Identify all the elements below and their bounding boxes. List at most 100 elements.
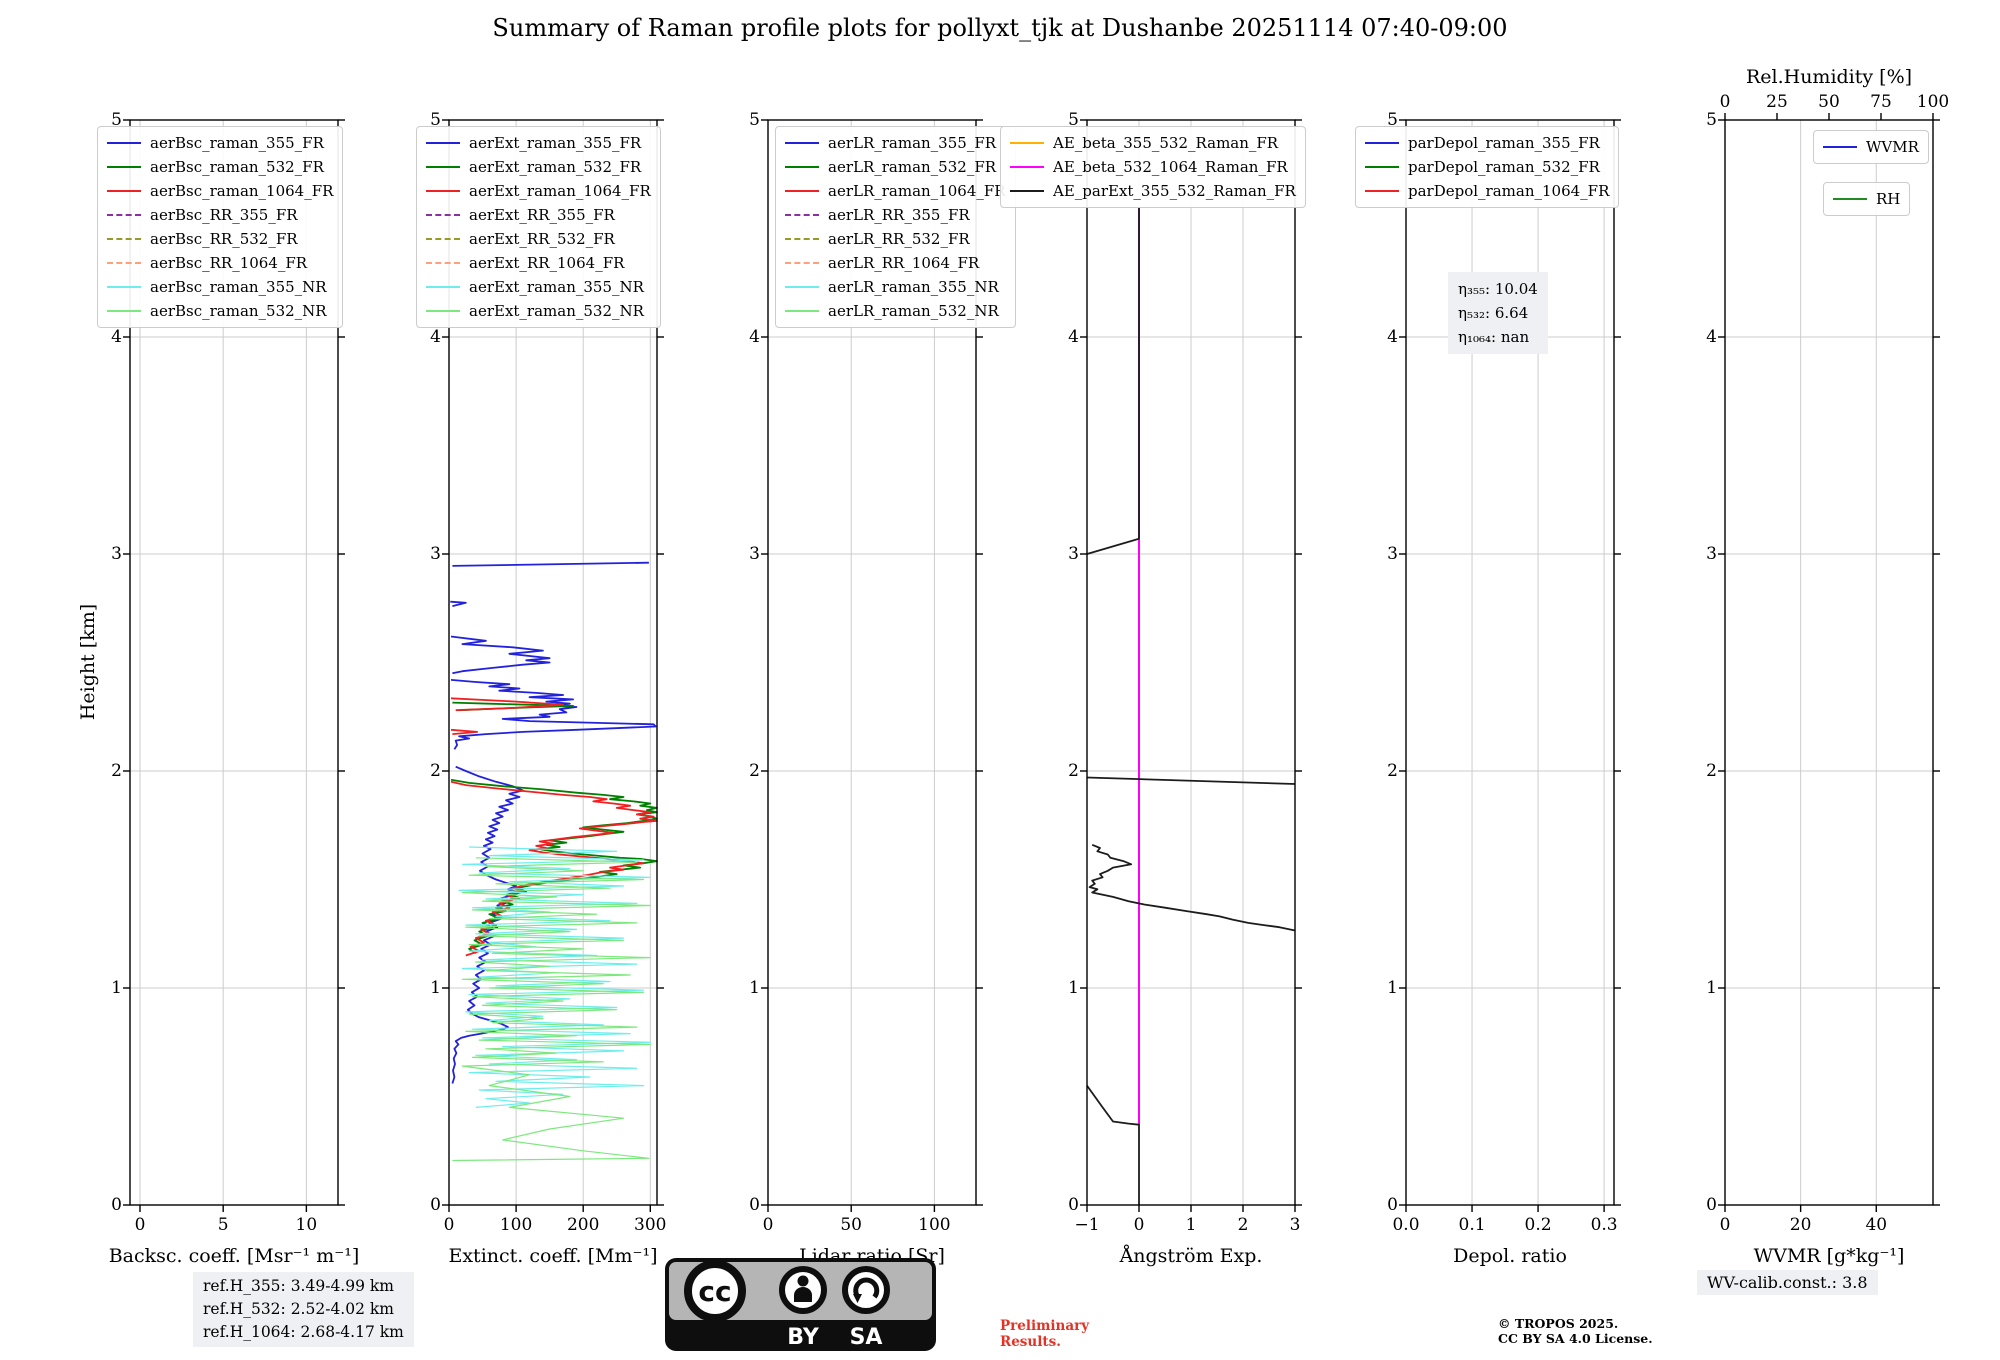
legend-item-label: aerBsc_raman_532_FR: [150, 158, 324, 176]
legend-item-label: aerBsc_RR_1064_FR: [150, 254, 308, 272]
x-tick-label: 3: [1289, 1215, 1301, 1235]
x-tick-label: 0.1: [1458, 1215, 1486, 1235]
legend-item: aerLR_RR_532_FR: [785, 227, 1006, 251]
legend-line-sample-icon: [426, 214, 460, 216]
tropos-credit: © TROPOS 2025. CC BY SA 4.0 License.: [1498, 1316, 1653, 1346]
x-tick-label: 0: [134, 1215, 146, 1235]
legend-item-label: parDepol_raman_532_FR: [1408, 158, 1600, 176]
y-tick-label: 5: [749, 110, 760, 130]
y-tick-label: 1: [430, 978, 441, 998]
y-tick-label: 0: [1706, 1195, 1717, 1215]
legend-item-label: aerExt_raman_532_NR: [469, 302, 644, 320]
legend-item-label: aerLR_RR_1064_FR: [828, 254, 980, 272]
legend-item: aerLR_RR_355_FR: [785, 203, 1006, 227]
series-aerExt_raman_1064_FR: [450, 697, 564, 712]
panel-wvmr-plot-area: [1718, 113, 1940, 1212]
series-aerExt_raman_355_FR: [450, 600, 467, 607]
series-AE_parExt_355_532_Raman_FR: [1086, 1085, 1140, 1205]
legend-line-sample-icon: [426, 166, 460, 168]
preliminary-results-note: Preliminary Results.: [1000, 1318, 1089, 1350]
x-axis-label: WVMR [g*kg⁻¹]: [1753, 1245, 1905, 1267]
legend-item: aerLR_raman_355_FR: [785, 131, 1006, 155]
legend-item-label: aerLR_raman_532_NR: [828, 302, 999, 320]
y-tick-label: 2: [430, 761, 441, 781]
legend-line-sample-icon: [107, 310, 141, 312]
x-axis-label: Extinct. coeff. [Mm⁻¹]: [448, 1245, 658, 1267]
legend: aerBsc_raman_355_FR aerBsc_raman_532_FR ae…: [97, 126, 344, 328]
y-tick-label: 1: [1387, 978, 1398, 998]
cc-by-sa-badge: cc BY SA: [665, 1258, 936, 1351]
legend-item-label: AE_beta_532_1064_Raman_FR: [1053, 158, 1288, 176]
series-aerExt_raman_355_FR: [450, 635, 551, 675]
legend-item: aerLR_raman_532_FR: [785, 155, 1006, 179]
legend-line-sample-icon: [785, 238, 819, 240]
y-tick-label: 5: [430, 110, 441, 130]
legend-item: aerLR_raman_532_NR: [785, 299, 1006, 323]
legend-item-label: aerBsc_raman_355_NR: [150, 278, 327, 296]
share-alike-arrow: [853, 1277, 880, 1299]
sa-label: SA: [850, 1325, 883, 1350]
x-tick-label: 5: [217, 1215, 229, 1235]
x-tick-label: 0.2: [1524, 1215, 1552, 1235]
legend: parDepol_raman_355_FR parDepol_raman_532_…: [1355, 126, 1620, 208]
legend-line-sample-icon: [107, 190, 141, 192]
legend-item: aerExt_RR_355_FR: [426, 203, 651, 227]
legend-item: aerBsc_raman_532_NR: [107, 299, 333, 323]
legend-item-label: aerBsc_raman_532_NR: [150, 302, 327, 320]
series-AE_parExt_355_532_Raman_FR: [1086, 776, 1296, 785]
tropos-line1: © TROPOS 2025.: [1498, 1316, 1619, 1331]
legend-item-label: aerBsc_RR_355_FR: [150, 206, 298, 224]
top-axis-tick-label: 100: [1916, 92, 1950, 112]
y-tick-label: 0: [1387, 1195, 1398, 1215]
legend-line-sample-icon: [785, 214, 819, 216]
legend-line-sample-icon: [785, 142, 819, 144]
series-aerExt_raman_355_FR: [450, 679, 657, 750]
y-tick-label: 1: [111, 978, 122, 998]
y-tick-label: 1: [1068, 978, 1079, 998]
eta-annotation-box: η₃₅₅: 10.04 η₅₃₂: 6.64 η₁₀₆₄: nan: [1448, 272, 1548, 354]
legend-item-label: aerLR_raman_532_FR: [828, 158, 997, 176]
legend-item-label: aerLR_RR_355_FR: [828, 206, 970, 224]
eta-355-value: η₃₅₅: 10.04: [1458, 280, 1538, 298]
y-tick-label: 3: [430, 544, 441, 564]
legend-item: AE_parExt_355_532_Raman_FR: [1010, 179, 1296, 203]
x-tick-label: 20: [1789, 1215, 1812, 1235]
figure-title: Summary of Raman profile plots for polly…: [492, 14, 1508, 42]
y-tick-label: 4: [1068, 327, 1079, 347]
legend-item: AE_beta_355_532_Raman_FR: [1010, 131, 1296, 155]
panel-depolarization: 0 1 2 3 4 5 0.0 0.1 0.2 0.3 Depol. ratio parDepol_r…: [1355, 110, 1621, 1267]
y-tick-label: 0: [430, 1195, 441, 1215]
x-axis-label: Backsc. coeff. [Msr⁻¹ m⁻¹]: [108, 1245, 360, 1267]
y-tick-label: 2: [1387, 761, 1398, 781]
y-tick-label: 1: [749, 978, 760, 998]
x-tick-label: 1: [1185, 1215, 1197, 1235]
legend-item: aerBsc_RR_355_FR: [107, 203, 333, 227]
legend-line-sample-icon: [1010, 190, 1044, 192]
legend-item: parDepol_raman_532_FR: [1365, 155, 1609, 179]
series-aerExt_raman_1064_FR: [450, 728, 479, 735]
ref-h-355: ref.H_355: 3.49-4.99 km: [203, 1277, 394, 1295]
panel-angstrom-exponent-plot-area: [1080, 119, 1302, 1212]
legend-item: AE_beta_532_1064_Raman_FR: [1010, 155, 1296, 179]
legend-item: aerExt_raman_355_NR: [426, 275, 651, 299]
legend-item: aerBsc_RR_532_FR: [107, 227, 333, 251]
legend-line-sample-icon: [107, 262, 141, 264]
eta-532-value: η₅₃₂: 6.64: [1458, 304, 1529, 322]
legend-item: aerBsc_raman_355_NR: [107, 275, 333, 299]
preliminary-line2: Results.: [1000, 1334, 1061, 1350]
legend-item-label: aerExt_raman_355_NR: [469, 278, 644, 296]
legend-item: aerExt_RR_532_FR: [426, 227, 651, 251]
legend-item-label: RH: [1876, 190, 1901, 208]
legend-item-label: aerBsc_raman_1064_FR: [150, 182, 334, 200]
legend-item: parDepol_raman_355_FR: [1365, 131, 1609, 155]
x-tick-label: 100: [499, 1215, 533, 1235]
x-tick-label: 0: [1719, 1215, 1731, 1235]
legend-line-sample-icon: [107, 166, 141, 168]
y-tick-label: 5: [1706, 110, 1717, 130]
y-tick-label: 5: [111, 110, 122, 130]
series-aerExt_raman_355_NR: [458, 846, 651, 1108]
wv-calibration-box: WV-calib.const.: 3.8: [1697, 1270, 1878, 1295]
legend-line-sample-icon: [107, 286, 141, 288]
y-tick-label: 4: [1706, 327, 1717, 347]
x-axis-label: Ångström Exp.: [1119, 1245, 1263, 1267]
